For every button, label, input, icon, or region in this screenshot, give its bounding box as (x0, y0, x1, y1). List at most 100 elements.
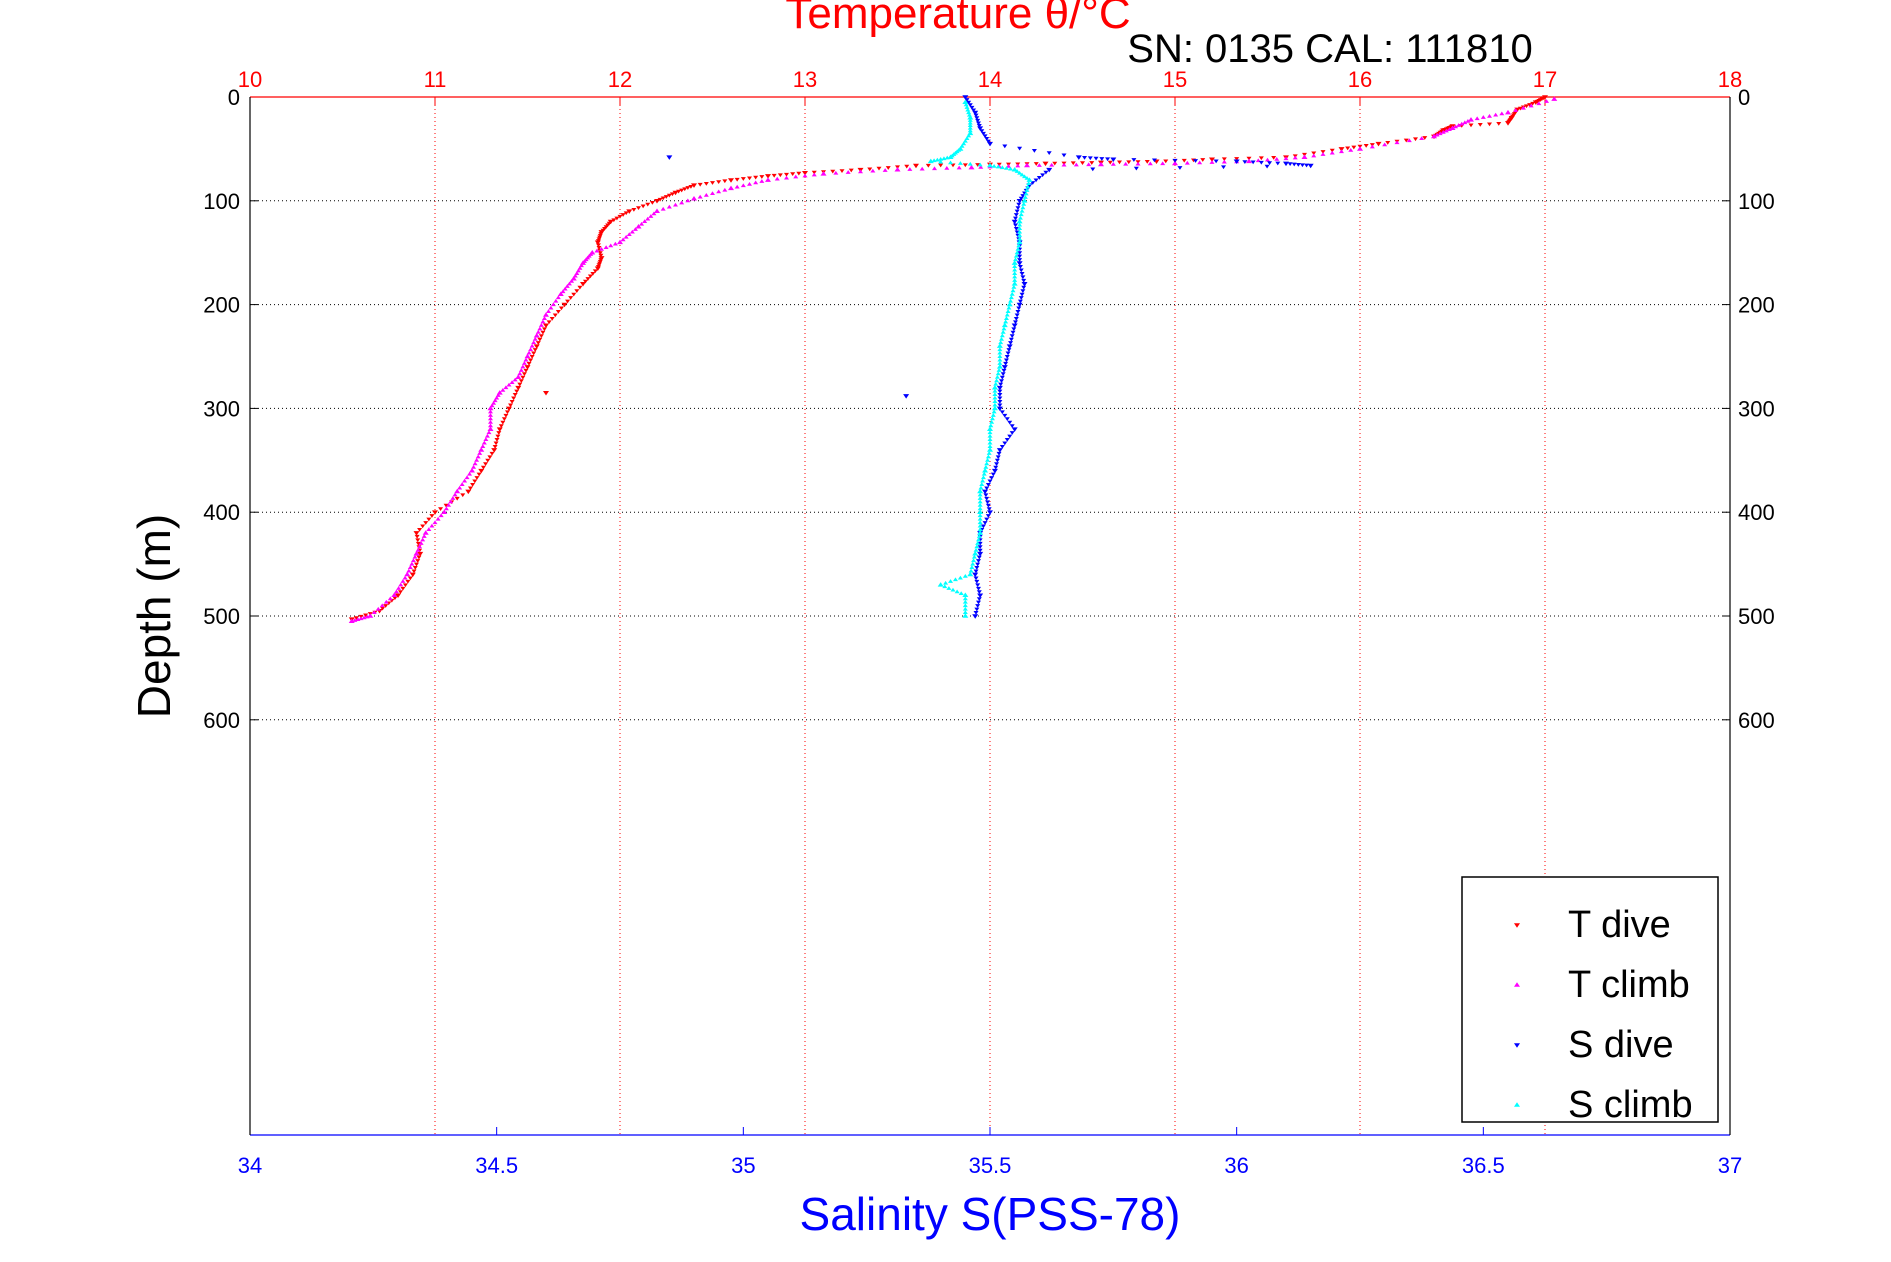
s-climb-point (938, 159, 944, 164)
t-climb-point (1015, 163, 1021, 168)
legend-s-dive-label: S dive (1568, 1024, 1674, 1066)
t-dive-point (400, 586, 406, 591)
s-climb-point (977, 520, 983, 525)
t-dive-point (710, 181, 715, 185)
s-dive-point (1031, 148, 1037, 153)
salinity-tick-label: 35.5 (969, 1153, 1012, 1178)
s-climb-point (977, 527, 983, 531)
s-dive-point (972, 614, 979, 619)
t-dive-point (1345, 146, 1351, 151)
t-dive-point (476, 472, 482, 477)
t-dive-point (503, 413, 509, 418)
s-dive-point (976, 590, 982, 595)
x-axis-label: Salinity S(PSS-78) (800, 1188, 1181, 1240)
s-dive-point (1043, 170, 1049, 175)
t-dive-point (535, 341, 541, 345)
s-dive-point (980, 131, 986, 136)
t-dive-point (380, 606, 386, 611)
t-dive-point (509, 399, 515, 404)
t-climb-point (454, 488, 461, 494)
t-climb-point (1443, 128, 1449, 133)
s-dive-point (1009, 424, 1015, 428)
s-climb-point (994, 375, 1000, 379)
t-dive-point (521, 372, 527, 377)
t-dive-point (417, 528, 423, 532)
t-climb-point (491, 400, 497, 405)
s-dive-point (1002, 441, 1008, 446)
t-dive-point (395, 593, 401, 598)
t-dive-point (496, 427, 503, 432)
t-dive-point (432, 510, 438, 515)
t-dive-point (412, 566, 418, 570)
t-climb-point (379, 603, 385, 608)
t-climb-point (410, 558, 416, 563)
s-dive-point (985, 514, 991, 518)
t-dive-point (1422, 136, 1428, 140)
t-climb-point (532, 336, 538, 341)
t-dive-point (405, 579, 411, 584)
t-dive-point (1385, 140, 1391, 145)
t-climb-point (1135, 161, 1141, 166)
s-dive-point (1304, 163, 1310, 168)
s-climb-point (962, 599, 968, 604)
s-dive-point (975, 559, 981, 563)
s-dive-point (1291, 162, 1297, 167)
t-dive-point (595, 243, 601, 248)
s-climb-point (964, 136, 970, 141)
t-climb-point (666, 204, 672, 209)
t-climb-point (531, 340, 537, 345)
legend-t-dive-label: T dive (1568, 904, 1671, 946)
depth-tick-label-right: 500 (1738, 604, 1775, 629)
s-climb-point (1008, 298, 1014, 303)
t-climb-point (1369, 144, 1375, 149)
t-climb-point (845, 170, 851, 174)
t-climb-point (1160, 161, 1166, 166)
t-climb-point (1528, 103, 1534, 108)
s-climb-point (996, 343, 1003, 348)
s-climb-point (1015, 246, 1021, 251)
t-dive-point (549, 316, 555, 321)
temperature-tick-label: 15 (1163, 67, 1187, 92)
t-dive-point (416, 555, 422, 560)
s-dive-point (976, 555, 982, 560)
t-dive-point (1080, 161, 1085, 165)
s-climb-point (996, 364, 1003, 369)
t-climb-point (956, 165, 962, 170)
t-dive-point (524, 365, 531, 370)
t-climb-point (488, 413, 493, 417)
t-climb-point (396, 586, 402, 590)
s-dive-point (1250, 160, 1256, 165)
t-climb-point (716, 189, 722, 194)
s-dive-point (1014, 313, 1020, 318)
t-dive-point (585, 277, 591, 281)
s-climb-point (1019, 208, 1025, 213)
t-climb-point (1480, 115, 1486, 119)
s-climb-point (962, 592, 969, 598)
s-dive-point (1008, 337, 1014, 342)
s-dive-point (1016, 306, 1022, 311)
t-dive-point (383, 604, 389, 608)
t-climb-point (481, 440, 487, 445)
s-climb-point (978, 485, 984, 490)
s-dive-point (999, 375, 1005, 380)
t-climb-point (1339, 149, 1344, 154)
s-climb-point (989, 419, 995, 424)
s-climb-point (962, 138, 968, 143)
t-climb-point (550, 302, 556, 307)
t-dive-point (790, 172, 796, 177)
t-climb-point (488, 423, 493, 428)
s-dive-point (1021, 285, 1027, 290)
s-dive-point (1177, 166, 1183, 170)
s-climb-point (958, 591, 964, 596)
s-dive-point (1019, 292, 1025, 297)
s-dive-point (974, 116, 980, 121)
t-climb-point (1184, 160, 1190, 165)
t-dive-point (454, 496, 460, 501)
s-climb-point (1016, 243, 1022, 248)
s-climb-point (974, 544, 980, 549)
depth-tick-label-right: 300 (1738, 396, 1775, 421)
s-climb-point (965, 107, 971, 112)
s-climb-point (962, 99, 969, 104)
s-climb-point (973, 548, 979, 552)
t-climb-point (438, 513, 444, 518)
